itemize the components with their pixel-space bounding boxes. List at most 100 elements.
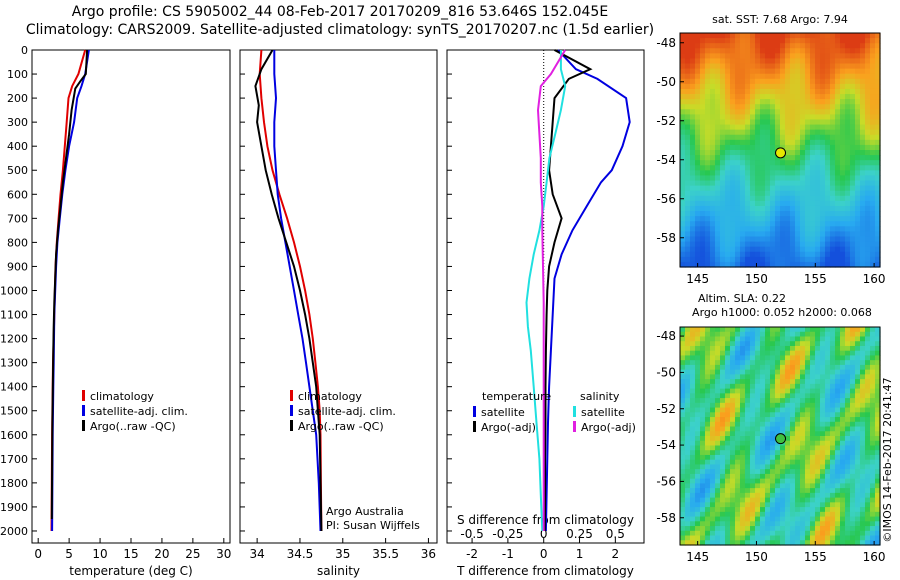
map-cell [845,221,851,227]
map-cell [845,241,851,248]
map-cell [720,175,726,182]
map-cell [715,114,721,121]
map-cell [795,200,801,207]
map-cell [720,134,726,141]
map-cell [845,73,851,80]
map-cell [720,388,726,394]
map-cell [770,195,776,202]
map-cell [695,185,701,192]
map-cell [805,150,811,156]
map-cell [695,241,701,248]
map-cell [790,431,796,437]
map-cell [795,114,801,121]
map-cell [685,488,691,494]
map-cell [735,205,741,212]
map-cell [855,440,861,447]
map-cell [700,160,706,166]
map-cell [735,236,741,243]
map-cell [810,124,816,131]
map-cell [775,355,781,361]
map-cell [805,99,811,105]
map-cell [685,58,691,65]
map-cell [705,73,711,80]
map-cell [695,119,701,126]
map-cell [745,256,751,263]
map-cell [875,78,881,85]
map-cell [830,360,836,366]
map-cell [800,139,806,146]
map-cell [720,483,726,489]
map-cell [755,165,761,171]
map-cell [705,398,711,404]
map-cell [765,374,771,380]
map-cell [715,236,721,243]
map-cell [715,48,721,54]
map-cell [865,464,871,470]
map-cell [730,144,736,151]
map-cell [790,445,796,451]
map-cell [715,33,721,39]
map-cell [695,165,701,171]
map-cell [745,88,751,95]
map-cell [800,360,806,366]
map-cell [795,165,801,171]
map-cell [755,251,761,258]
map-cell [740,364,746,371]
map-cell [780,459,786,466]
map-cell [870,63,876,70]
map-cell [740,412,746,418]
map-cell [800,540,806,546]
map-cell [735,336,741,342]
map-cell [775,383,781,390]
map-cell [745,507,751,513]
map-cell [685,345,691,352]
map-cell [730,175,736,182]
map-cell [790,78,796,85]
map-cell [835,43,841,49]
imos-credit: ©IMOS 14-Feb-2017 20:41:47 [881,377,894,542]
map-cell [810,483,816,489]
map-cell [795,185,801,192]
map-cell [735,104,741,110]
map-cell [785,48,791,54]
map-cell [720,94,726,100]
map-cell [815,109,821,115]
map-cell [855,63,861,70]
map-cell [775,104,781,110]
map-cell [750,360,756,366]
map-cell [835,383,841,390]
map-cell [750,459,756,466]
map-cell [785,211,791,217]
map-cell [695,134,701,141]
map-cell [715,119,721,126]
map-cell [715,431,721,437]
map-cell [825,170,831,177]
map-cell [700,185,706,192]
map-cell [800,43,806,49]
map-cell [755,175,761,182]
map-cell [790,511,796,518]
map-cell [815,94,821,100]
map-cell [715,407,721,413]
map-cell [870,521,876,527]
map-cell [685,398,691,404]
map-cell [690,139,696,146]
map-cell [860,336,866,342]
map-cell [760,221,766,227]
map-cell [770,530,776,537]
map-cell [770,68,776,75]
map-cell [820,473,826,480]
map-cell [825,507,831,513]
map-cell [700,535,706,541]
map-cell [790,364,796,371]
map-cell [770,73,776,80]
map-cell [705,251,711,258]
map-cell [840,180,846,187]
map-cell [850,88,856,95]
map-cell [780,421,786,428]
map-cell [850,33,856,39]
map-cell [730,445,736,451]
map-cell [775,88,781,95]
map-cell [790,155,796,161]
map-cell [775,388,781,394]
